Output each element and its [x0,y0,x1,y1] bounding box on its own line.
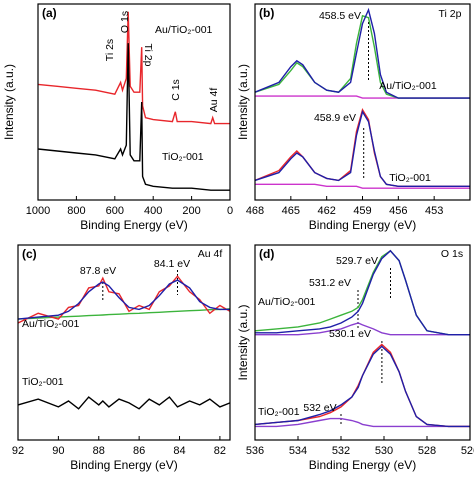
x-tick-label: 400 [144,205,162,217]
spectrum-line [17,308,231,320]
spectrum-line [254,110,470,187]
spectrum-line [17,396,231,410]
spectrum-line [255,249,470,336]
annotation: Au/TiO₂-001 [379,80,437,92]
x-tick-label: 465 [282,205,300,217]
x-axis-title: Binding Energy (eV) [70,458,177,472]
x-tick-label: 459 [353,205,371,217]
annotation: 458.9 eV [314,112,356,124]
spectrum-line [255,322,470,336]
annotation: O 1s [441,248,463,260]
plot-frame [37,3,231,201]
panel-label: (a) [42,6,57,20]
annotation: Ti 2p [142,44,154,67]
x-axis-title: Binding Energy (eV) [309,458,416,472]
x-axis-title: Binding Energy (eV) [309,218,416,232]
x-tick-label: 453 [425,205,443,217]
annotation: Au 4f [198,248,223,260]
annotation: 458.5 eV [319,10,361,22]
spectrum-line [254,345,470,428]
annotation: Au 4f [208,88,220,113]
x-tick-label: 200 [182,205,200,217]
x-tick-label: 534 [289,445,307,457]
spectrum-line [254,14,470,99]
plot-frame [254,3,471,201]
spectrum-line [37,11,230,125]
annotation: O 1s [119,11,131,33]
spectrum-line [254,108,470,187]
panel-label: (b) [259,6,274,20]
x-tick-label: 530 [375,445,393,457]
annotation: 531.2 eV [309,277,351,289]
x-tick-label: 88 [93,445,105,457]
x-tick-label: 84 [173,445,185,457]
annotation: TiO₂-001 [162,151,204,163]
annotation: Au/TiO₂-001 [155,24,213,36]
panel-label: (c) [22,247,37,261]
x-tick-label: 82 [214,445,226,457]
x-tick-label: 536 [246,445,264,457]
x-tick-label: 1000 [26,205,50,217]
annotation: Au/TiO₂-001 [258,296,316,308]
x-tick-label: 92 [12,445,24,457]
x-tick-label: 532 [332,445,350,457]
x-tick-label: 800 [67,205,85,217]
annotation: TiO₂-001 [22,376,64,388]
x-tick-label: 468 [246,205,264,217]
x-tick-label: 0 [227,205,233,217]
x-axis-title: Binding Energy (eV) [80,218,187,232]
annotation: Ti 2p [439,8,462,20]
annotation: Ti 2s [104,39,116,61]
panel-label: (d) [259,247,274,261]
spectrum-line [255,417,470,428]
x-tick-label: 86 [133,445,145,457]
y-axis-title: Intensity (a.u.) [236,304,250,380]
x-tick-label: 456 [389,205,407,217]
spectrum-line [37,43,230,191]
x-tick-label: 462 [317,205,335,217]
y-axis-title: Intensity (a.u.) [236,64,250,140]
annotation: Au/TiO₂-001 [22,318,80,330]
spectrum-line [255,183,470,189]
x-tick-label: 600 [106,205,124,217]
plot-frame [254,244,471,441]
annotation: 87.8 eV [80,265,116,277]
annotation: TiO₂-001 [389,172,431,184]
annotation: 84.1 eV [154,258,190,270]
annotation: TiO₂-001 [258,406,300,418]
x-tick-label: 528 [418,445,436,457]
spectrum-line [254,7,470,99]
x-tick-label: 526 [461,445,474,457]
spectrum-line [17,279,230,320]
annotation: 529.7 eV [336,255,378,267]
annotation: 530.1 eV [329,328,371,340]
x-tick-label: 90 [52,445,64,457]
annotation: C 1s [170,79,182,101]
plot-frame [17,244,231,441]
y-axis-title: Intensity (a.u.) [2,64,16,140]
annotation: 532 eV [303,402,336,414]
